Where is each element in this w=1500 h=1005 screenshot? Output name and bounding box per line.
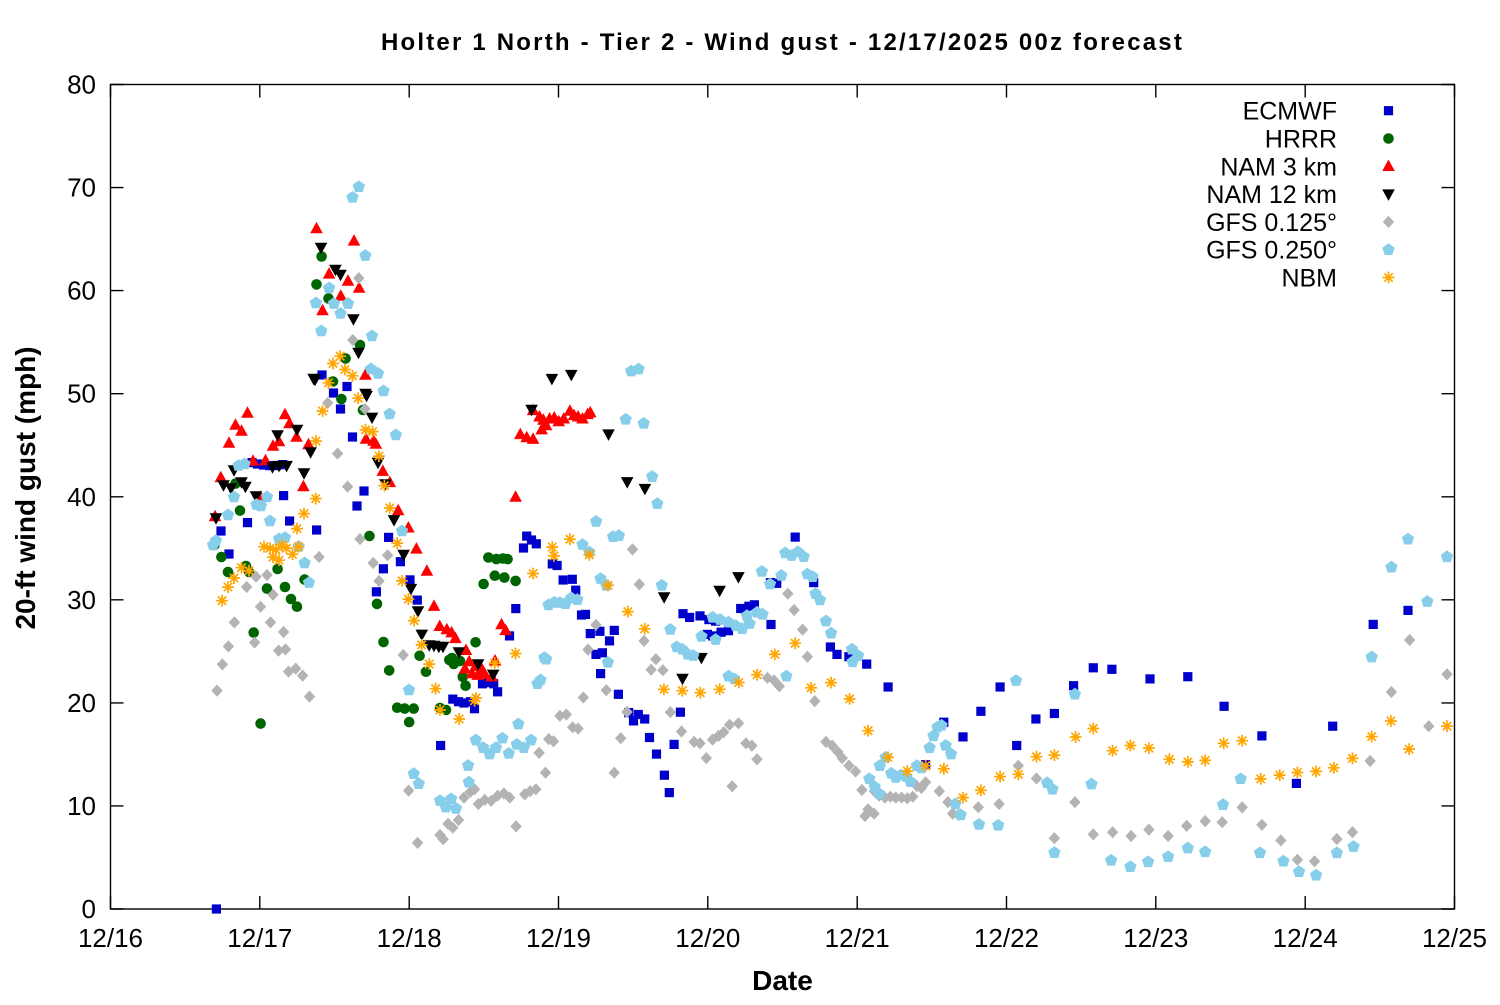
svg-text:12/23: 12/23: [1123, 923, 1188, 953]
svg-text:Holter 1 North - Tier 2 - Wind: Holter 1 North - Tier 2 - Wind gust - 12…: [381, 29, 1184, 56]
svg-text:80: 80: [67, 70, 96, 100]
svg-text:40: 40: [67, 482, 96, 512]
svg-text:12/24: 12/24: [1273, 923, 1338, 953]
svg-text:30: 30: [67, 585, 96, 615]
svg-text:60: 60: [67, 276, 96, 306]
svg-text:NAM 3 km: NAM 3 km: [1220, 153, 1337, 181]
svg-text:GFS 0.125°: GFS 0.125°: [1206, 209, 1337, 237]
svg-text:70: 70: [67, 173, 96, 203]
svg-text:50: 50: [67, 379, 96, 409]
svg-text:NBM: NBM: [1281, 265, 1337, 293]
svg-text:12/20: 12/20: [675, 923, 740, 953]
svg-text:12/22: 12/22: [974, 923, 1039, 953]
svg-text:12/19: 12/19: [526, 923, 591, 953]
svg-text:12/25: 12/25: [1422, 923, 1487, 953]
svg-text:20: 20: [67, 688, 96, 718]
svg-text:20-ft wind gust (mph): 20-ft wind gust (mph): [10, 346, 41, 629]
svg-text:12/21: 12/21: [825, 923, 890, 953]
svg-text:HRRR: HRRR: [1265, 126, 1337, 154]
svg-text:12/16: 12/16: [78, 923, 143, 953]
svg-text:NAM 12 km: NAM 12 km: [1206, 181, 1337, 209]
svg-text:Date: Date: [752, 965, 813, 996]
svg-text:10: 10: [67, 791, 96, 821]
svg-text:12/18: 12/18: [377, 923, 442, 953]
svg-text:ECMWF: ECMWF: [1243, 98, 1337, 126]
svg-text:0: 0: [82, 894, 96, 924]
svg-text:12/17: 12/17: [227, 923, 292, 953]
svg-text:GFS 0.250°: GFS 0.250°: [1206, 237, 1337, 265]
